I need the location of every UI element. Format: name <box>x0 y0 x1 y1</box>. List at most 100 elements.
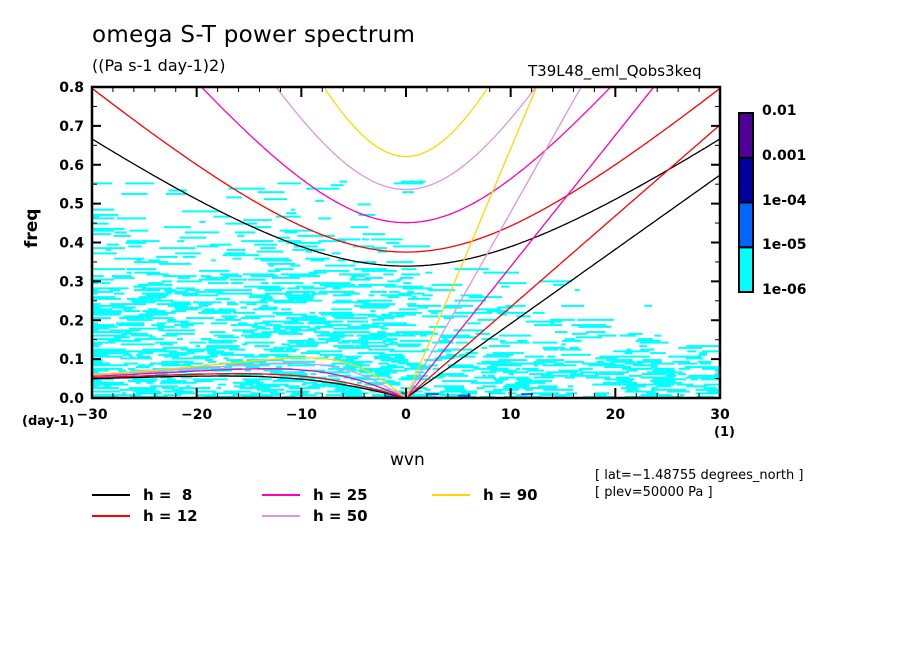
power-cell <box>373 355 391 358</box>
power-cell <box>141 287 173 290</box>
power-cell <box>261 304 269 307</box>
power-cell <box>407 304 441 307</box>
power-cell <box>516 367 521 370</box>
power-cell <box>654 367 675 370</box>
power-cell <box>579 367 593 370</box>
power-cell <box>250 332 272 335</box>
power-cell <box>145 317 174 320</box>
legend-label: h = 25 <box>313 486 368 504</box>
power-cell <box>166 320 189 323</box>
power-cell <box>625 385 647 388</box>
power-cell <box>596 360 605 363</box>
power-cell <box>597 334 617 337</box>
legend-label: h = 50 <box>313 507 368 525</box>
power-cell <box>626 388 639 391</box>
power-cell <box>111 275 132 278</box>
power-cell <box>440 336 477 339</box>
power-cell <box>372 322 408 325</box>
power-cell <box>250 392 262 395</box>
power-cell <box>628 374 643 377</box>
power-cell <box>406 394 433 397</box>
power-cell <box>195 345 201 348</box>
power-cell <box>422 294 433 297</box>
power-cell <box>398 378 432 381</box>
power-cell <box>290 318 327 321</box>
power-cell <box>521 367 539 370</box>
x-axis-unit: (1) <box>714 425 735 440</box>
power-cell <box>312 383 347 386</box>
power-cell <box>185 385 191 388</box>
power-cell <box>488 392 506 395</box>
power-cell <box>117 324 145 327</box>
power-cell <box>537 385 558 388</box>
power-cell <box>387 364 398 367</box>
power-cell <box>503 387 522 390</box>
power-cell <box>431 283 463 286</box>
power-cell <box>488 345 511 348</box>
power-cell <box>393 245 431 248</box>
power-cell <box>501 285 510 288</box>
colorbar-level-label: 0.01 <box>762 103 797 119</box>
power-cell <box>558 369 583 372</box>
power-cell <box>432 367 441 370</box>
power-cell <box>665 374 677 377</box>
power-cell <box>646 371 684 374</box>
power-cell <box>285 294 315 297</box>
power-cell <box>147 282 164 285</box>
power-cell <box>113 336 131 339</box>
power-cell <box>275 236 290 239</box>
power-cell <box>577 318 615 321</box>
colorbar-level-label: 1e-05 <box>762 237 807 254</box>
y-tick-label: 0.4 <box>59 236 84 252</box>
power-cell <box>92 287 129 290</box>
power-cell <box>701 350 720 353</box>
power-cell <box>192 378 228 381</box>
power-cell <box>364 276 383 279</box>
power-cell <box>347 325 385 328</box>
latitude-info: [ lat=−1.48755 degrees_north ] <box>595 468 804 483</box>
power-cell <box>679 394 685 397</box>
power-cell <box>261 297 273 300</box>
power-cell <box>142 310 166 313</box>
power-cell <box>324 285 350 288</box>
power-cell <box>160 343 174 346</box>
power-cell <box>198 311 231 314</box>
power-cell <box>92 317 111 320</box>
power-cell <box>667 355 702 358</box>
power-cell <box>650 352 666 355</box>
power-cell <box>92 215 100 218</box>
power-cell <box>213 215 231 218</box>
power-cell <box>147 381 154 384</box>
power-cell <box>393 182 424 185</box>
power-cell <box>310 373 317 376</box>
power-cell <box>333 357 341 360</box>
power-cell <box>398 362 421 365</box>
power-cell <box>92 352 130 355</box>
power-cell <box>92 327 110 330</box>
power-cell <box>387 376 392 379</box>
power-cell <box>407 297 431 300</box>
power-cell <box>677 362 698 365</box>
power-cell <box>178 369 201 372</box>
power-cell <box>343 376 371 379</box>
power-cell <box>149 299 174 302</box>
power-cell <box>263 198 288 201</box>
power-cell <box>533 360 557 363</box>
power-cell <box>114 231 127 234</box>
power-cell <box>400 339 430 342</box>
power-cell <box>305 341 329 344</box>
power-cell <box>383 369 408 372</box>
power-cell <box>575 336 602 339</box>
power-cell <box>444 387 464 390</box>
power-cell <box>272 311 293 314</box>
power-cell <box>349 278 371 281</box>
power-cell <box>92 290 114 293</box>
power-cell <box>286 348 299 351</box>
power-cell <box>565 392 577 395</box>
power-cell <box>172 388 184 391</box>
power-cell <box>307 385 326 388</box>
power-cell <box>127 367 136 370</box>
power-cell <box>389 341 398 344</box>
power-cell <box>129 355 134 358</box>
power-cell <box>598 371 629 374</box>
